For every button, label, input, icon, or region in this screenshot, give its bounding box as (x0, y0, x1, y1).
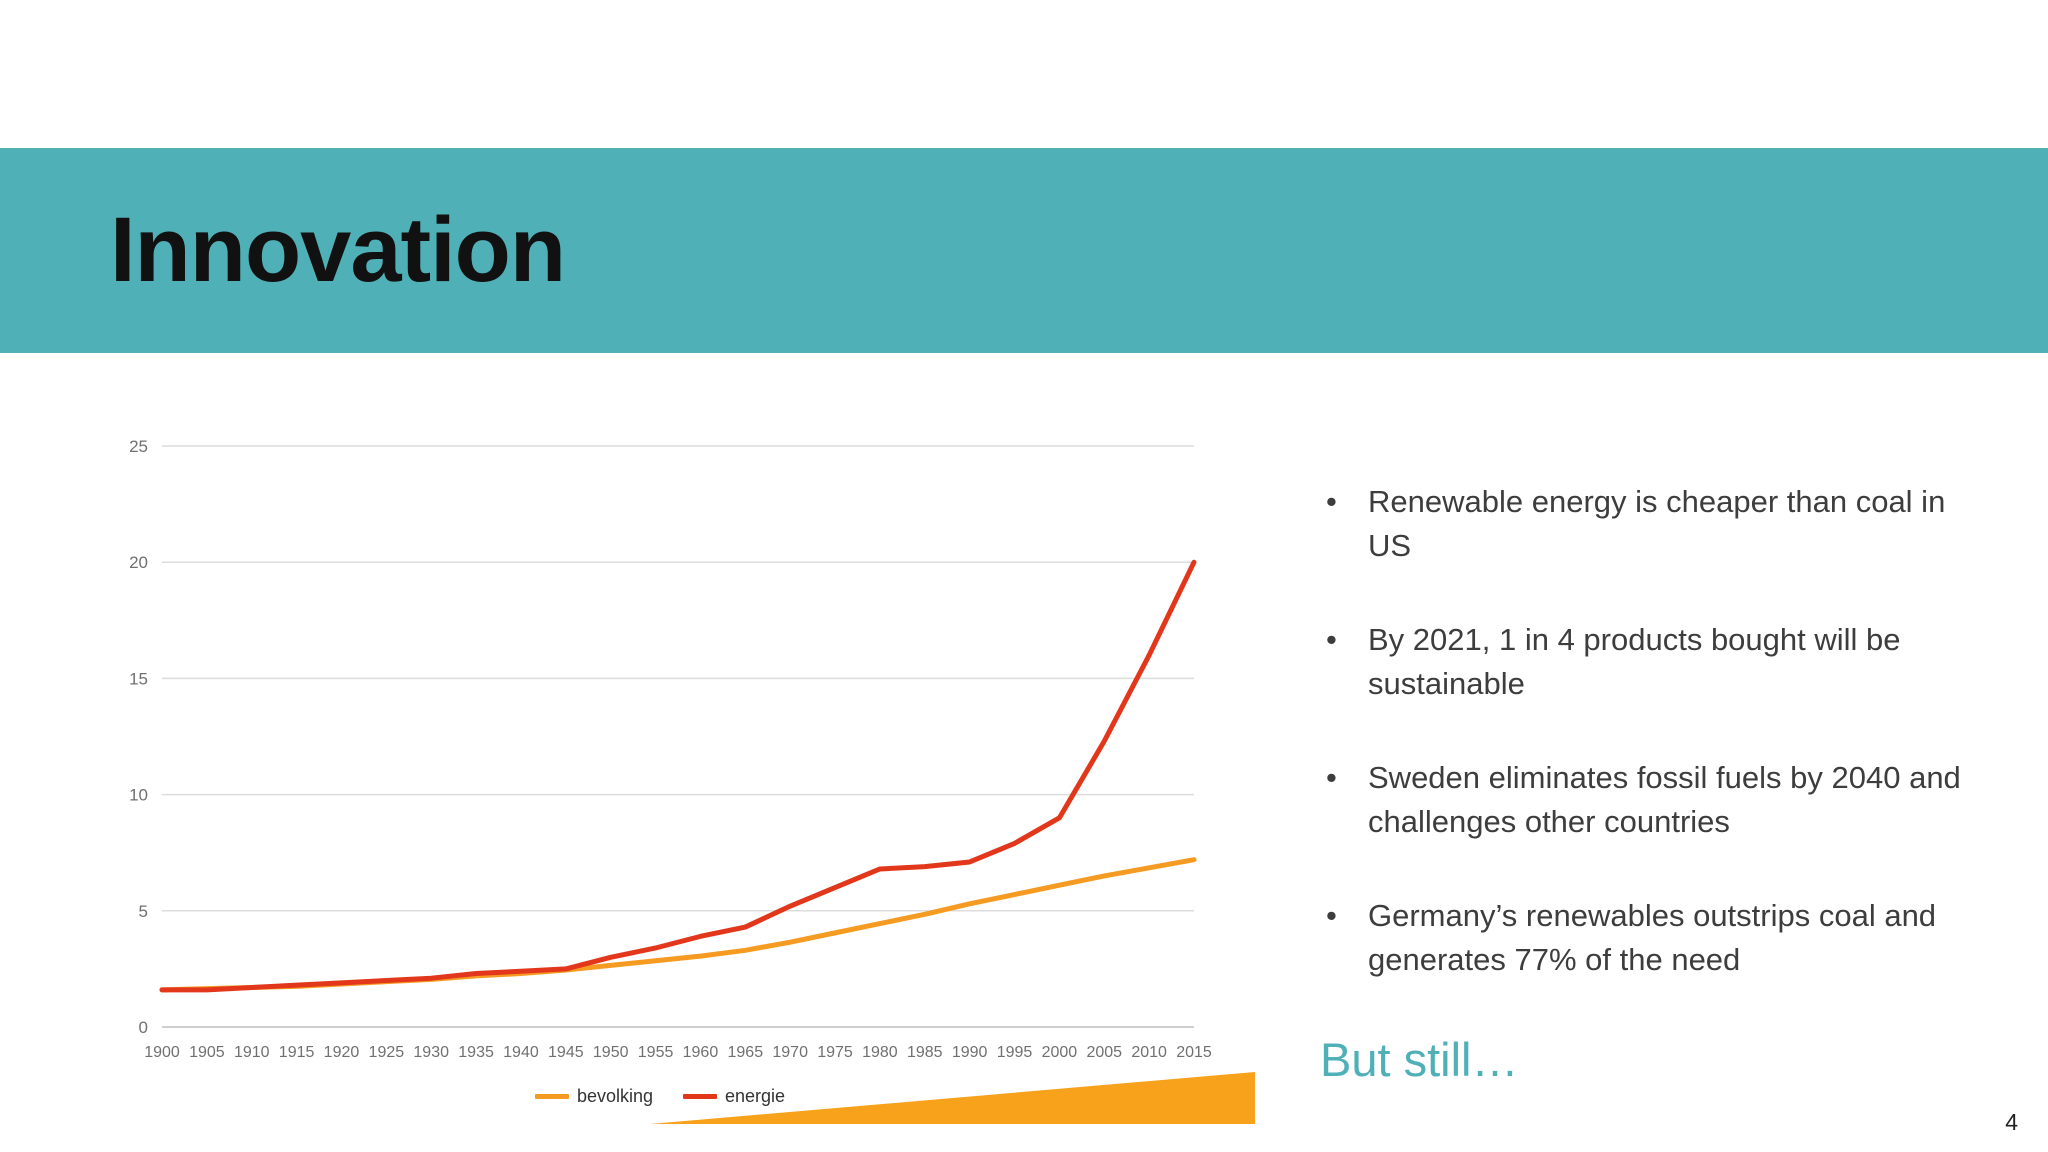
bullet-panel: Renewable energy is cheaper than coal in… (1320, 480, 1980, 1087)
line-chart: 0 5 10 15 20 25 1900 1905 1910 1915 1920 1925 1930 19… (129, 437, 1212, 1061)
bullet-item: By 2021, 1 in 4 products bought will be … (1320, 618, 1980, 706)
svg-text:1925: 1925 (369, 1044, 405, 1061)
slide-title: Innovation (110, 199, 566, 301)
svg-text:10: 10 (129, 786, 148, 805)
svg-text:1965: 1965 (728, 1044, 764, 1061)
svg-text:1910: 1910 (234, 1044, 270, 1061)
bullet-list: Renewable energy is cheaper than coal in… (1320, 480, 1980, 982)
svg-text:1980: 1980 (862, 1044, 898, 1061)
chart-legend: bevolking energie (100, 1086, 1220, 1107)
svg-text:1905: 1905 (189, 1044, 225, 1061)
svg-text:2000: 2000 (1042, 1044, 1078, 1061)
svg-text:20: 20 (129, 553, 148, 572)
svg-text:25: 25 (129, 437, 148, 456)
bullet-text: Germany’s renewables outstrips coal and … (1368, 898, 1937, 978)
legend-label: energie (725, 1086, 786, 1106)
bullet-item: Renewable energy is cheaper than coal in… (1320, 480, 1980, 568)
legend-item-energie: energie (683, 1086, 785, 1107)
svg-text:1985: 1985 (907, 1044, 943, 1061)
bullet-text: By 2021, 1 in 4 products bought will be … (1368, 622, 1901, 702)
svg-text:1955: 1955 (638, 1044, 674, 1061)
bullet-item: Germany’s renewables outstrips coal and … (1320, 894, 1980, 982)
but-still-text: But still… (1320, 1033, 1519, 1087)
bullet-text: Sweden eliminates fossil fuels by 2040 a… (1368, 760, 1961, 840)
svg-text:1950: 1950 (593, 1044, 629, 1061)
svg-text:1970: 1970 (772, 1044, 808, 1061)
svg-text:1930: 1930 (413, 1044, 449, 1061)
svg-text:2005: 2005 (1086, 1044, 1122, 1061)
title-band: Innovation (0, 148, 2048, 353)
svg-text:2015: 2015 (1176, 1044, 1212, 1061)
bullet-item: Sweden eliminates fossil fuels by 2040 a… (1320, 756, 1980, 844)
svg-text:5: 5 (139, 902, 148, 921)
legend-swatch-red (683, 1094, 717, 1099)
svg-text:2010: 2010 (1131, 1044, 1167, 1061)
svg-text:1990: 1990 (952, 1044, 988, 1061)
svg-text:1945: 1945 (548, 1044, 584, 1061)
legend-item-bevolking: bevolking (534, 1086, 653, 1107)
svg-text:15: 15 (129, 669, 148, 688)
legend-label: bevolking (576, 1086, 653, 1106)
legend-swatch-orange (534, 1094, 569, 1099)
svg-text:0: 0 (139, 1018, 148, 1037)
svg-text:1915: 1915 (279, 1044, 315, 1061)
bullet-text: Renewable energy is cheaper than coal in… (1368, 484, 1946, 564)
svg-text:1960: 1960 (683, 1044, 719, 1061)
page-number: 4 (2005, 1109, 2018, 1135)
svg-text:1940: 1940 (503, 1044, 539, 1061)
svg-text:1900: 1900 (144, 1044, 180, 1061)
svg-text:1995: 1995 (997, 1044, 1033, 1061)
svg-text:1920: 1920 (324, 1044, 360, 1061)
svg-text:1975: 1975 (817, 1044, 853, 1061)
svg-text:1935: 1935 (458, 1044, 494, 1061)
